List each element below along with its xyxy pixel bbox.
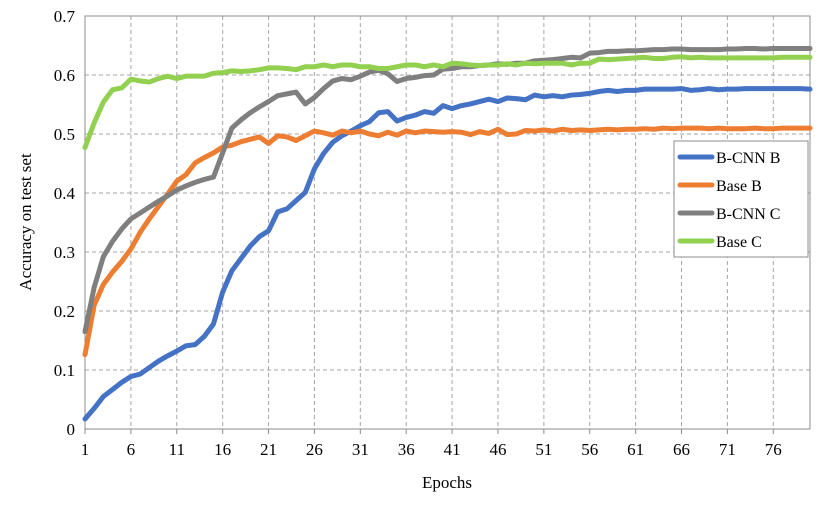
y-tick-label: 0.4: [54, 184, 76, 203]
x-tick-label: 36: [398, 440, 415, 459]
x-tick-label: 11: [169, 440, 185, 459]
series-lines: [82, 45, 813, 422]
y-tick-label: 0.5: [54, 125, 75, 144]
y-tick-label: 0: [67, 420, 76, 439]
legend: B-CNN B Base B B-CNN C Base C: [673, 140, 809, 258]
x-tick-label: 21: [260, 440, 277, 459]
series-line-base-c: [82, 54, 813, 151]
x-tick-label: 6: [127, 440, 136, 459]
legend-label: Base C: [716, 234, 762, 251]
y-axis-title: Accuracy on test set: [16, 153, 35, 291]
series-line-base-b: [82, 125, 813, 358]
legend-label: Base B: [716, 178, 762, 195]
x-tick-label: 31: [352, 440, 369, 459]
legend-items: B-CNN B Base B B-CNN C Base C: [677, 150, 780, 251]
x-tick-label: 61: [627, 440, 644, 459]
x-tick-label: 51: [535, 440, 552, 459]
x-tick-label: 41: [444, 440, 461, 459]
legend-label: B-CNN C: [716, 206, 780, 223]
x-tick-label: 26: [306, 440, 323, 459]
x-tick-label: 1: [81, 440, 90, 459]
x-axis-ticks: 1 6 11 16 21 26 31 36 41 46 51 56 61 66 71 76: [81, 429, 782, 459]
y-tick-label: 0.6: [54, 66, 75, 85]
legend-label: B-CNN B: [716, 150, 780, 167]
x-tick-label: 66: [673, 440, 690, 459]
y-tick-label: 0.3: [54, 243, 75, 262]
x-tick-label: 46: [489, 440, 506, 459]
y-tick-label: 0.2: [54, 302, 75, 321]
series-line-b-cnn-c: [82, 45, 813, 335]
series-line-b-cnn-b: [82, 86, 813, 422]
x-tick-label: 16: [214, 440, 231, 459]
x-tick-label: 71: [719, 440, 736, 459]
x-tick-label: 56: [581, 440, 598, 459]
x-axis-title: Epochs: [422, 473, 472, 492]
y-axis-ticks: 0 0.1 0.2 0.3 0.4 0.5 0.6 0.7: [54, 7, 76, 439]
y-tick-label: 0.7: [54, 7, 76, 26]
y-tick-label: 0.1: [54, 361, 75, 380]
plot-area-border: [84, 15, 811, 430]
legend-box: [673, 140, 809, 258]
x-tick-label: 76: [765, 440, 782, 459]
